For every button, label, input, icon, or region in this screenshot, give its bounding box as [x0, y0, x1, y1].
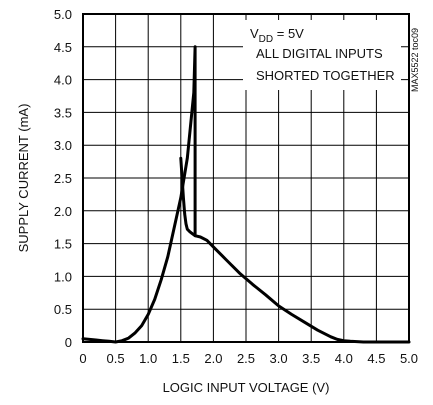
- x-axis-label: LOGIC INPUT VOLTAGE (V): [163, 380, 330, 395]
- x-tick-label: 5.0: [400, 351, 418, 366]
- y-tick-label: 1.5: [54, 237, 72, 252]
- annotation-vdd: VDD = 5V: [250, 26, 304, 45]
- annotation-line2: ALL DIGITAL INPUTS: [256, 46, 383, 61]
- x-tick-label: 4.5: [367, 351, 385, 366]
- x-tick-label: 3.5: [302, 351, 320, 366]
- annotation-vdd-sub: DD: [259, 34, 273, 45]
- x-tick-label: 3.0: [270, 351, 288, 366]
- x-tick-labels: 0 0.5 1.0 1.5 2.0 2.5 3.0 3.5 4.0 4.5 5.0: [79, 351, 418, 366]
- y-tick-label: 4.5: [54, 40, 72, 55]
- annotation-vdd-rest: = 5V: [273, 26, 304, 41]
- y-tick-label: 2.5: [54, 171, 72, 186]
- x-tick-label: 0.5: [107, 351, 125, 366]
- y-tick-labels: 0 0.5 1.0 1.5 2.0 2.5 3.0 3.5 4.0 4.5 5.0: [54, 7, 72, 350]
- series-line-1: [179, 156, 197, 238]
- y-tick-label: 2.0: [54, 204, 72, 219]
- annotation-box: [243, 20, 401, 90]
- y-tick-label: 5.0: [54, 7, 72, 22]
- side-code: MAX5522 toc09: [410, 28, 420, 92]
- y-axis-label: SUPPLY CURRENT (mA): [16, 104, 31, 253]
- y-tick-label: 1.0: [54, 269, 72, 284]
- series-layer: [81, 45, 411, 344]
- y-tick-label: 0.5: [54, 302, 72, 317]
- y-tick-label: 0: [65, 335, 72, 350]
- y-tick-label: 3.5: [54, 105, 72, 120]
- series-line-0: [81, 45, 411, 344]
- annotation-vdd-main: V: [250, 26, 259, 41]
- y-tick-label: 3.0: [54, 138, 72, 153]
- x-tick-label: 1.0: [139, 351, 157, 366]
- plot-frame: [82, 13, 410, 343]
- x-tick-label: 4.0: [335, 351, 353, 366]
- x-tick-label: 1.5: [172, 351, 190, 366]
- y-tick-label: 4.0: [54, 73, 72, 88]
- x-tick-label: 2.5: [237, 351, 255, 366]
- x-tick-label: 0: [79, 351, 86, 366]
- x-tick-label: 2.0: [204, 351, 222, 366]
- annotation-line3: SHORTED TOGETHER: [256, 68, 395, 83]
